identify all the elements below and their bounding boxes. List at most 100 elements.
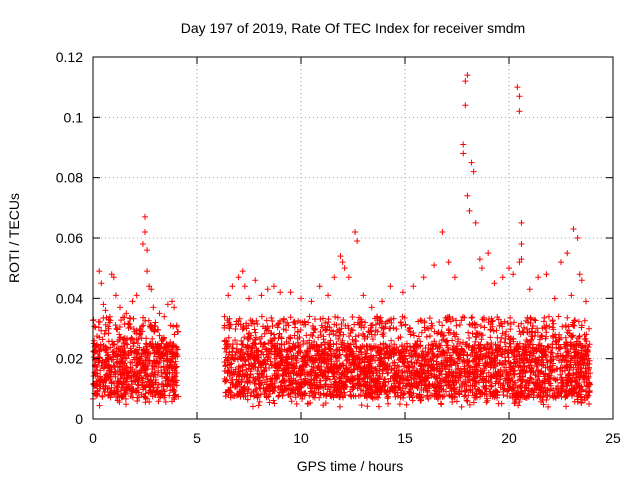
data-point <box>368 384 375 391</box>
data-point <box>168 377 175 384</box>
data-point <box>534 360 541 367</box>
data-point <box>102 307 109 314</box>
data-point <box>338 341 345 348</box>
data-point <box>422 344 429 351</box>
data-point <box>536 336 543 343</box>
data-point <box>360 292 367 299</box>
data-point <box>477 348 484 355</box>
data-point <box>264 346 271 353</box>
y-tick-label: 0.04 <box>56 290 83 306</box>
data-point <box>244 396 251 403</box>
data-point <box>501 367 508 374</box>
data-point <box>510 338 517 345</box>
data-point <box>450 329 457 336</box>
data-point <box>258 333 265 340</box>
data-point <box>245 365 252 372</box>
data-point <box>485 377 492 384</box>
data-point <box>322 350 329 357</box>
data-point <box>485 369 492 376</box>
data-point <box>348 326 355 333</box>
data-point <box>458 380 465 387</box>
data-point <box>142 390 149 397</box>
data-point <box>311 381 318 388</box>
data-point <box>394 393 401 400</box>
data-point <box>224 362 231 369</box>
data-point <box>316 394 323 401</box>
data-point <box>324 365 331 372</box>
data-point <box>419 366 426 373</box>
data-point <box>327 337 334 344</box>
data-point <box>398 322 405 329</box>
data-point <box>454 366 461 373</box>
data-point <box>144 395 151 402</box>
data-point <box>504 372 511 379</box>
data-point <box>581 356 588 363</box>
data-point <box>111 351 118 358</box>
data-point <box>486 345 493 352</box>
data-point <box>236 371 243 378</box>
data-point <box>255 402 262 409</box>
data-point <box>396 352 403 359</box>
data-point <box>336 374 343 381</box>
data-point <box>310 389 317 396</box>
data-point <box>439 365 446 372</box>
data-point <box>334 384 341 391</box>
data-point <box>228 376 235 383</box>
data-point <box>398 373 405 380</box>
data-point <box>478 265 485 272</box>
data-point <box>424 392 431 399</box>
data-point <box>518 390 525 397</box>
data-point <box>251 326 258 333</box>
data-point <box>562 323 569 330</box>
data-point <box>369 336 376 343</box>
data-point <box>222 354 229 361</box>
data-point <box>328 358 335 365</box>
data-point <box>519 378 526 385</box>
data-point <box>161 313 168 320</box>
data-point <box>522 387 529 394</box>
data-point <box>480 352 487 359</box>
data-point <box>572 342 579 349</box>
data-point <box>258 351 265 358</box>
data-point <box>420 394 427 401</box>
data-point <box>461 393 468 400</box>
data-point <box>524 319 531 326</box>
data-point <box>558 385 565 392</box>
data-point <box>137 326 144 333</box>
data-point <box>492 371 499 378</box>
data-point <box>445 259 452 266</box>
data-point <box>293 380 300 387</box>
data-point <box>397 319 404 326</box>
data-point <box>253 317 260 324</box>
data-point <box>336 403 343 410</box>
data-point <box>332 379 339 386</box>
data-point <box>534 329 541 336</box>
data-point <box>499 382 506 389</box>
data-point <box>556 336 563 343</box>
data-point <box>336 352 343 359</box>
data-point <box>363 353 370 360</box>
data-point <box>586 341 593 348</box>
data-point <box>223 343 230 350</box>
data-point <box>503 328 510 335</box>
data-point <box>119 393 126 400</box>
data-point <box>476 256 483 263</box>
data-point <box>564 363 571 370</box>
data-point <box>341 265 348 272</box>
data-point <box>494 361 501 368</box>
data-point <box>167 322 174 329</box>
data-point <box>439 322 446 329</box>
data-point <box>110 362 117 369</box>
data-point <box>302 357 309 364</box>
data-point <box>287 314 294 321</box>
data-point <box>248 389 255 396</box>
data-point <box>101 330 108 337</box>
data-point <box>486 378 493 385</box>
data-point <box>549 392 556 399</box>
data-point <box>426 315 433 322</box>
data-point <box>128 334 135 341</box>
data-point <box>453 398 460 405</box>
data-point <box>425 359 432 366</box>
data-point <box>301 379 308 386</box>
data-point <box>440 336 447 343</box>
